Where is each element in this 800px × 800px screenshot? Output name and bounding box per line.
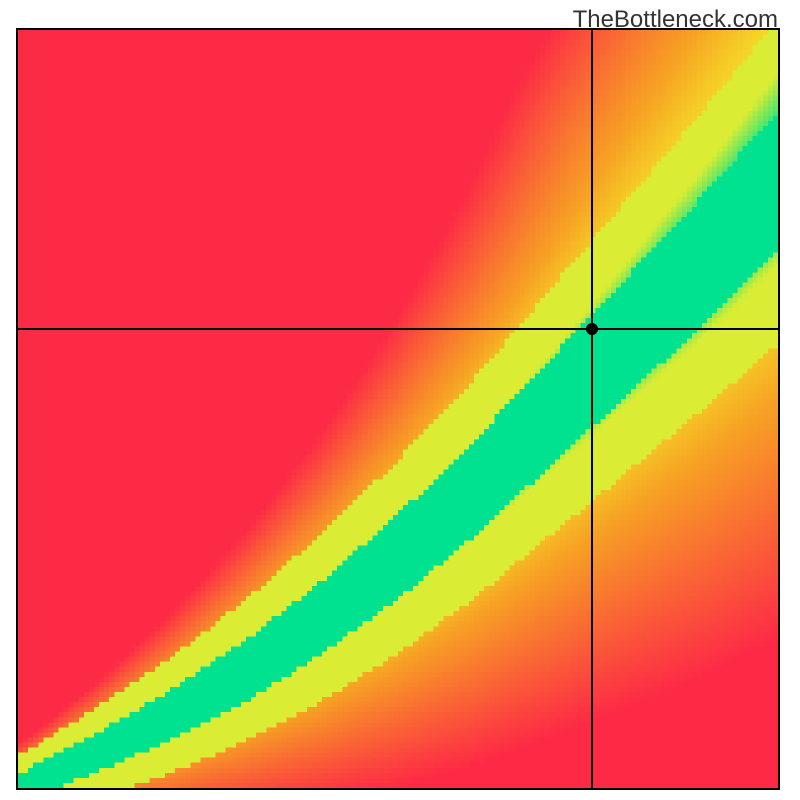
heatmap-plot-area	[18, 30, 778, 788]
crosshair-horizontal	[18, 328, 778, 330]
watermark-text: TheBottleneck.com	[573, 6, 778, 34]
crosshair-vertical	[591, 30, 593, 788]
plot-border-bottom	[16, 788, 780, 790]
plot-border-left	[16, 28, 18, 790]
selection-marker-dot	[586, 323, 598, 335]
plot-border-right	[778, 28, 780, 790]
heatmap-canvas	[18, 30, 778, 788]
